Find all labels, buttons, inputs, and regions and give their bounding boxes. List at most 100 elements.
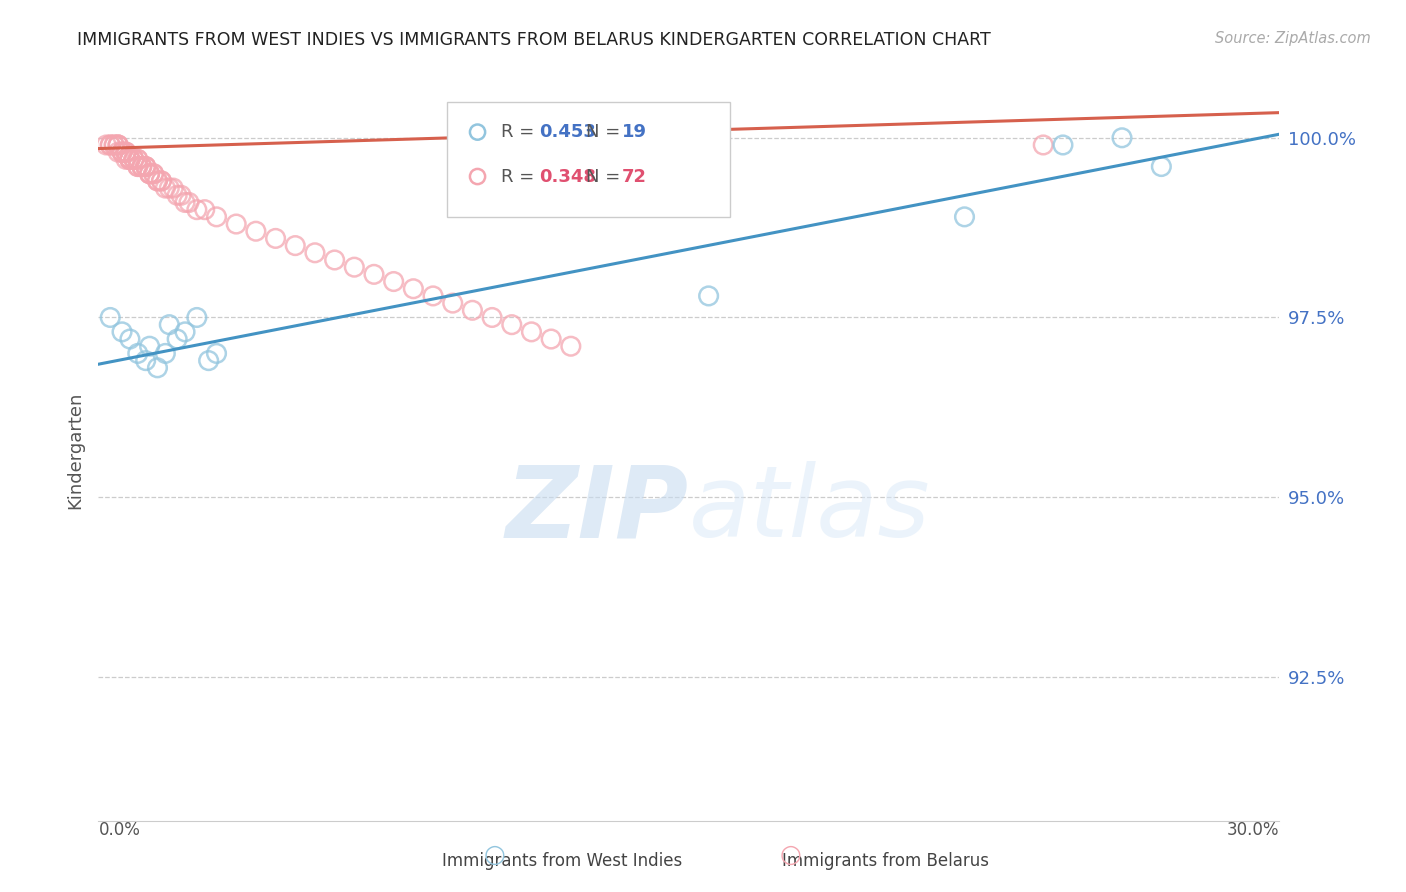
Text: 19: 19 — [621, 123, 647, 141]
Point — [461, 303, 484, 318]
Point — [98, 310, 121, 325]
Point — [127, 153, 149, 167]
Point — [138, 167, 160, 181]
Point — [103, 138, 125, 153]
Point — [1052, 138, 1074, 153]
Point — [127, 160, 149, 174]
Point — [107, 138, 129, 153]
Y-axis label: Kindergarten: Kindergarten — [66, 392, 84, 509]
Point — [174, 195, 197, 210]
Point — [166, 332, 188, 346]
Point — [177, 195, 200, 210]
Text: N =: N = — [586, 168, 626, 186]
Point — [115, 145, 138, 160]
Point — [111, 145, 134, 160]
FancyBboxPatch shape — [447, 103, 730, 218]
Point — [115, 145, 138, 160]
Point — [111, 325, 134, 339]
Text: atlas: atlas — [689, 461, 931, 558]
Point — [127, 153, 149, 167]
Point — [96, 138, 118, 153]
Point — [135, 353, 157, 368]
Point — [166, 188, 188, 202]
Point — [205, 210, 228, 224]
Point — [127, 346, 149, 360]
Point — [194, 202, 217, 217]
Point — [135, 160, 157, 174]
Point — [115, 153, 138, 167]
Point — [118, 153, 141, 167]
Point — [107, 145, 129, 160]
Text: ○: ○ — [779, 843, 801, 867]
Point — [304, 245, 326, 260]
Point — [98, 138, 121, 153]
Point — [107, 138, 129, 153]
Point — [118, 153, 141, 167]
Point — [157, 181, 180, 195]
Point — [186, 310, 208, 325]
Point — [131, 160, 153, 174]
Point — [155, 346, 177, 360]
Point — [138, 167, 160, 181]
Point — [122, 153, 145, 167]
Point — [142, 167, 165, 181]
Point — [441, 296, 464, 310]
Point — [1111, 130, 1133, 145]
Text: Immigrants from West Indies: Immigrants from West Indies — [443, 852, 682, 870]
Point — [343, 260, 366, 275]
Point — [146, 360, 169, 375]
Point — [122, 153, 145, 167]
Point — [111, 145, 134, 160]
Text: Immigrants from Belarus: Immigrants from Belarus — [782, 852, 990, 870]
Text: R =: R = — [501, 123, 540, 141]
Point — [402, 282, 425, 296]
Point — [284, 238, 307, 252]
Point — [225, 217, 247, 231]
Point — [135, 160, 157, 174]
Text: ○: ○ — [484, 843, 506, 867]
Point — [127, 160, 149, 174]
Point — [186, 202, 208, 217]
Point — [953, 210, 976, 224]
Point — [146, 174, 169, 188]
Text: ZIP: ZIP — [506, 461, 689, 558]
Point — [131, 160, 153, 174]
Point — [1032, 138, 1054, 153]
Point — [481, 310, 503, 325]
Point — [540, 332, 562, 346]
Point — [245, 224, 267, 238]
Point — [422, 289, 444, 303]
Point — [197, 353, 219, 368]
Point — [205, 346, 228, 360]
Point — [560, 339, 582, 353]
Text: R =: R = — [501, 168, 540, 186]
Point — [138, 339, 160, 353]
Point — [146, 174, 169, 188]
Text: 0.348: 0.348 — [538, 168, 596, 186]
Text: IMMIGRANTS FROM WEST INDIES VS IMMIGRANTS FROM BELARUS KINDERGARTEN CORRELATION : IMMIGRANTS FROM WEST INDIES VS IMMIGRANT… — [77, 31, 991, 49]
Point — [142, 167, 165, 181]
Text: 0.453: 0.453 — [538, 123, 596, 141]
Point — [155, 181, 177, 195]
Point — [697, 289, 720, 303]
Point — [520, 325, 543, 339]
Point — [150, 174, 173, 188]
Point — [170, 188, 193, 202]
Point — [118, 153, 141, 167]
Text: Source: ZipAtlas.com: Source: ZipAtlas.com — [1215, 31, 1371, 46]
Point — [122, 153, 145, 167]
Point — [135, 160, 157, 174]
Point — [150, 174, 173, 188]
Point — [174, 325, 197, 339]
Point — [501, 318, 523, 332]
Point — [103, 138, 125, 153]
Point — [115, 145, 138, 160]
Point — [1351, 634, 1374, 648]
Point — [138, 167, 160, 181]
Point — [98, 138, 121, 153]
Point — [162, 181, 184, 195]
Point — [111, 145, 134, 160]
Point — [363, 268, 385, 282]
Point — [118, 153, 141, 167]
Point — [323, 252, 346, 267]
